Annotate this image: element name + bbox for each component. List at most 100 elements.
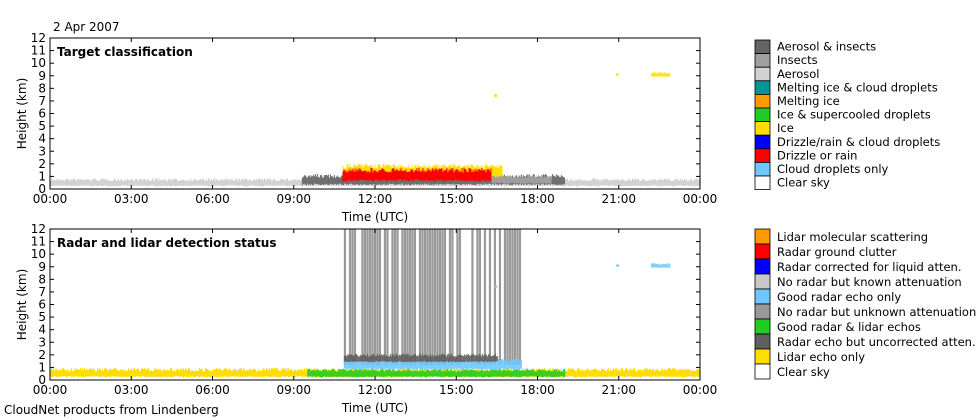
region-column (662, 368, 663, 377)
region-column (284, 179, 285, 186)
region-column (466, 368, 468, 377)
region-column (494, 369, 496, 377)
region-column (508, 177, 510, 184)
region-column (368, 171, 370, 182)
region-column (665, 264, 667, 268)
region-column (470, 168, 472, 182)
region-column (384, 371, 386, 378)
region-column (304, 175, 306, 185)
region-column (683, 180, 684, 187)
region-column (105, 178, 106, 186)
region-column (644, 180, 645, 186)
region-column (401, 358, 403, 370)
region-column (119, 180, 120, 187)
region-column (198, 370, 199, 377)
region-column (624, 180, 625, 186)
region-column (660, 371, 661, 378)
region-column (496, 360, 498, 369)
region-column (436, 229, 439, 365)
region-column (501, 371, 503, 377)
region-column (602, 369, 603, 378)
region-column (571, 179, 572, 186)
region-column (503, 229, 507, 365)
region-column (370, 371, 372, 377)
y-tick-label: 1 (38, 169, 46, 183)
region-column (139, 178, 140, 186)
region-column (441, 360, 443, 370)
region-column (664, 369, 665, 377)
region-column (480, 362, 482, 369)
region-column (451, 370, 453, 377)
y-tick-label: 7 (38, 94, 46, 108)
region-column (457, 355, 459, 363)
region-column (194, 371, 195, 378)
region-column (263, 368, 264, 377)
region-column (448, 229, 452, 365)
region-column (83, 180, 84, 186)
region-column (663, 370, 664, 377)
y-tick-label: 9 (38, 69, 46, 83)
region-column (471, 177, 473, 185)
region-column (604, 369, 605, 377)
region-column (456, 355, 458, 362)
region-column (447, 369, 449, 377)
region-column (445, 177, 447, 185)
region-column (565, 178, 566, 187)
region-column (64, 369, 65, 377)
region-column (374, 174, 376, 185)
region-column (366, 164, 368, 177)
region-column (514, 358, 516, 369)
region-column (391, 229, 394, 365)
region-column (426, 369, 428, 378)
region-column (325, 175, 327, 184)
region-column (500, 176, 502, 183)
region-column (521, 177, 523, 184)
region-column (428, 164, 430, 177)
region-column (413, 229, 417, 365)
region-column (251, 181, 252, 186)
region-column (424, 354, 426, 362)
region-column (182, 179, 183, 187)
region-column (77, 369, 78, 377)
region-column (283, 368, 284, 377)
x-tick-label: 00:00 (33, 192, 68, 206)
region-column (265, 370, 266, 377)
region-column (628, 371, 629, 377)
region-column (658, 180, 659, 186)
region-column (376, 167, 378, 176)
region-column (160, 369, 161, 378)
region-column (191, 180, 192, 187)
legend-swatch (754, 243, 771, 260)
region-column (133, 368, 134, 377)
region-column (568, 368, 569, 377)
region-column (350, 369, 352, 378)
region-column (51, 178, 52, 187)
region-column (656, 180, 657, 186)
region-column (569, 181, 570, 186)
region-column (590, 180, 591, 187)
region-column (444, 170, 446, 181)
region-column (105, 368, 106, 378)
region-column (412, 370, 414, 378)
region-column (613, 179, 614, 186)
region-column (342, 171, 344, 182)
region-column (278, 370, 279, 377)
region-column (377, 172, 379, 180)
region-column (395, 359, 397, 370)
region-column (353, 371, 355, 378)
region-column (369, 172, 371, 180)
region-column (262, 178, 263, 187)
region-column (212, 370, 213, 377)
x-tick-label: 03:00 (114, 192, 149, 206)
region-column (413, 371, 415, 378)
region-column (149, 180, 150, 187)
region-column (692, 371, 693, 378)
region-column (375, 170, 377, 180)
region-column (617, 179, 618, 186)
region-column (516, 229, 519, 365)
region-column (299, 369, 300, 377)
region-column (103, 178, 104, 186)
region-column (300, 369, 301, 377)
region-column (505, 370, 507, 377)
